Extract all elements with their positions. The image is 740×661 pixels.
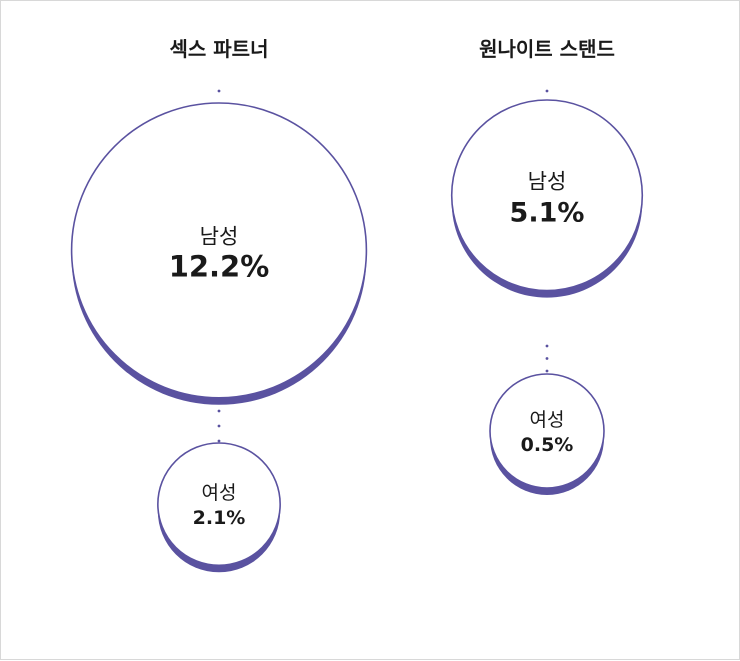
- value-label-group1-0: 12.2%: [169, 249, 270, 283]
- category-label-group1-0: 남성: [200, 224, 239, 248]
- connector-dot-group2: [545, 89, 549, 93]
- value-label-group2-1: 0.5%: [521, 434, 574, 456]
- value-label-group1-1: 2.1%: [193, 507, 246, 529]
- bubble-group1-1: [157, 442, 281, 567]
- group-title-group2: 원나이트 스탠드: [479, 37, 615, 61]
- connector-dot-group1: [217, 439, 221, 443]
- bubble-group2-0: [450, 99, 644, 292]
- connector-dot-group1: [217, 409, 221, 413]
- bubble-group1-0: [70, 102, 368, 399]
- connector-dot-group2: [545, 369, 549, 373]
- category-label-group1-1: 여성: [202, 482, 237, 504]
- connector-dot-group1: [217, 89, 221, 93]
- connector-dot-group1: [217, 424, 221, 428]
- connector-dot-group2: [545, 344, 549, 348]
- connector-dot-group2: [545, 357, 549, 360]
- category-label-group2-1: 여성: [530, 409, 565, 431]
- category-label-group2-0: 남성: [528, 169, 567, 193]
- bubble-group2-1: [489, 373, 605, 489]
- value-label-group2-0: 5.1%: [510, 197, 585, 228]
- group-title-group1: 섹스 파트너: [170, 37, 269, 61]
